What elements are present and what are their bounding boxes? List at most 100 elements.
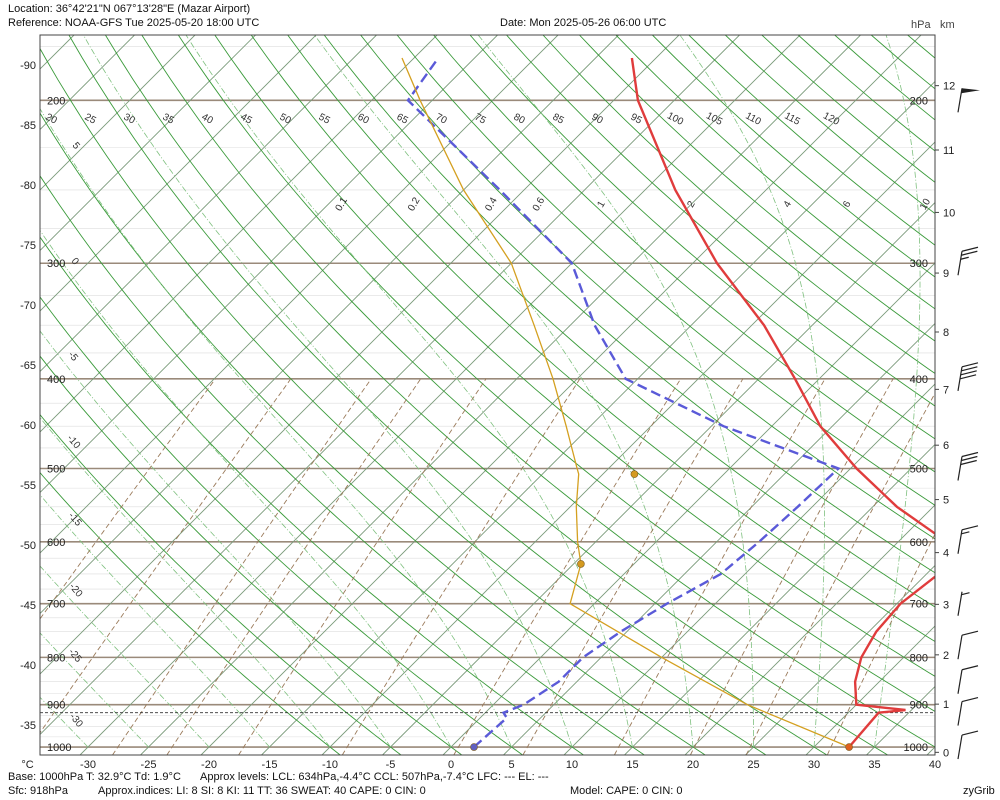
x-tick-label: -5 — [386, 759, 396, 771]
mixing-ratio-label: 6 — [841, 199, 854, 210]
mixing-ratio-label: 10 — [918, 197, 933, 213]
pressure-label-right: 400 — [910, 374, 928, 386]
pressure-label-right: 200 — [910, 95, 928, 107]
wind-barbs — [957, 88, 980, 760]
barb-flag — [961, 246, 979, 252]
plot-area — [40, 35, 935, 755]
dry-adiabat-label: 95 — [629, 112, 644, 127]
km-tick-label: 1 — [943, 699, 949, 711]
dry-adiabat — [506, 35, 935, 407]
wind-barb — [957, 730, 979, 760]
barb-staff — [957, 669, 963, 694]
isotherm — [382, 201, 935, 755]
isotherm — [79, 35, 801, 755]
barb-staff — [957, 529, 963, 554]
isotherm — [40, 35, 740, 736]
km-tick-label: 8 — [943, 327, 949, 339]
pressure-label-left: 200 — [47, 95, 65, 107]
left-tick-label: -45 — [20, 600, 36, 612]
dry-adiabat — [287, 35, 935, 608]
pressure-label-right: 600 — [910, 537, 928, 549]
dry-adiabat — [141, 35, 935, 748]
barb-flag — [961, 730, 979, 736]
dry-adiabat-label: 80 — [512, 112, 527, 127]
mixing-ratio-line — [745, 392, 935, 755]
reference-label: Reference: NOAA-GFS Tue 2025-05-20 18:00… — [8, 17, 260, 29]
moist-adiabat — [314, 35, 694, 748]
x-tick-label: °C — [21, 759, 33, 771]
dry-adiabat-label: 65 — [395, 112, 410, 127]
barb-flag — [961, 525, 979, 531]
barb-staff — [957, 701, 963, 726]
marker-ccl — [630, 470, 639, 478]
dry-adiabat — [40, 471, 341, 755]
wind-barb — [957, 591, 970, 616]
footer-indices: Approx.indices: LI: 8 SI: 8 KI: 11 TT: 3… — [98, 785, 426, 797]
isotherm — [684, 504, 935, 755]
moist-adiabat — [874, 35, 921, 748]
pressure-label-right: 1000 — [904, 742, 928, 754]
isotherm — [40, 35, 377, 373]
wind-barb — [957, 665, 979, 694]
axes-layer: °C -30 -25 -20 -15 -10 -5 0 5 10 15 20 25 30 35 40-90-8… — [20, 60, 955, 771]
isotherm — [988, 35, 1000, 755]
dry-adiabat — [68, 35, 828, 755]
dry-adiabat — [40, 47, 767, 755]
dry-adiabat — [360, 35, 935, 540]
plot-frame — [39, 34, 936, 756]
barb-half-flag — [961, 592, 970, 596]
barb-flag — [961, 366, 978, 372]
footer-brand: zyGrib — [963, 785, 995, 797]
x-tick-label: -10 — [322, 759, 338, 771]
x-tick-label: -20 — [201, 759, 217, 771]
mixing-ratio-line — [40, 378, 292, 734]
barb-staff — [957, 591, 963, 616]
moist-adiabat — [185, 35, 633, 748]
pressure-label-left: 700 — [47, 599, 65, 611]
dry-adiabat — [323, 35, 935, 574]
barb-half-flag — [960, 256, 969, 260]
moist-adiabat — [40, 494, 270, 748]
mixing-ratio-label: 4 — [782, 199, 795, 210]
km-tick-label: 0 — [943, 747, 949, 759]
mixing-ratio-label: 2 — [685, 199, 698, 210]
isotherm — [40, 35, 559, 554]
mixing-ratio-line — [112, 378, 372, 755]
location-label: Location: 36°42'21"N 067°13'28"E (Mazar … — [8, 3, 251, 15]
wind-barb — [957, 696, 979, 726]
km-tick-label: 4 — [943, 548, 949, 560]
moist-adiabat — [477, 35, 754, 747]
series-layer — [40, 57, 935, 751]
pressure-label-left: 600 — [47, 537, 65, 549]
mixing-ratio-line — [453, 378, 682, 755]
dry-adiabat-label: 45 — [239, 112, 254, 127]
parcel-line — [401, 57, 850, 748]
barb-staff — [957, 251, 963, 276]
barb-half-flag — [961, 531, 970, 535]
marker-sfc-td — [470, 743, 478, 751]
moist-adiabat — [40, 107, 512, 748]
moist-adiabat-label: 5 — [70, 140, 82, 152]
moist-adiabat — [40, 330, 391, 748]
dry-adiabat — [40, 175, 645, 755]
barb-flag — [959, 374, 977, 380]
dry-adiabat — [40, 236, 584, 755]
moist-adiabat — [40, 565, 210, 748]
left-tick-label: -65 — [20, 360, 36, 372]
dry-adiabat-label: 25 — [83, 112, 98, 127]
barb-staff — [957, 734, 963, 760]
km-tick-label: 7 — [943, 384, 949, 396]
pressure-label-right: 300 — [910, 258, 928, 270]
pressure-label-left: 900 — [47, 700, 65, 712]
pressure-label-left: 1000 — [47, 742, 71, 754]
x-tick-label: -30 — [80, 759, 96, 771]
wind-barb — [957, 88, 980, 113]
temperature-line — [630, 57, 935, 748]
wind-barb — [957, 246, 979, 276]
dry-adiabat — [469, 35, 935, 440]
mixing-ratio-line — [689, 378, 894, 755]
barb-staff — [957, 635, 963, 660]
km-tick-label: 3 — [943, 599, 949, 611]
km-tick-label: 6 — [943, 440, 949, 452]
